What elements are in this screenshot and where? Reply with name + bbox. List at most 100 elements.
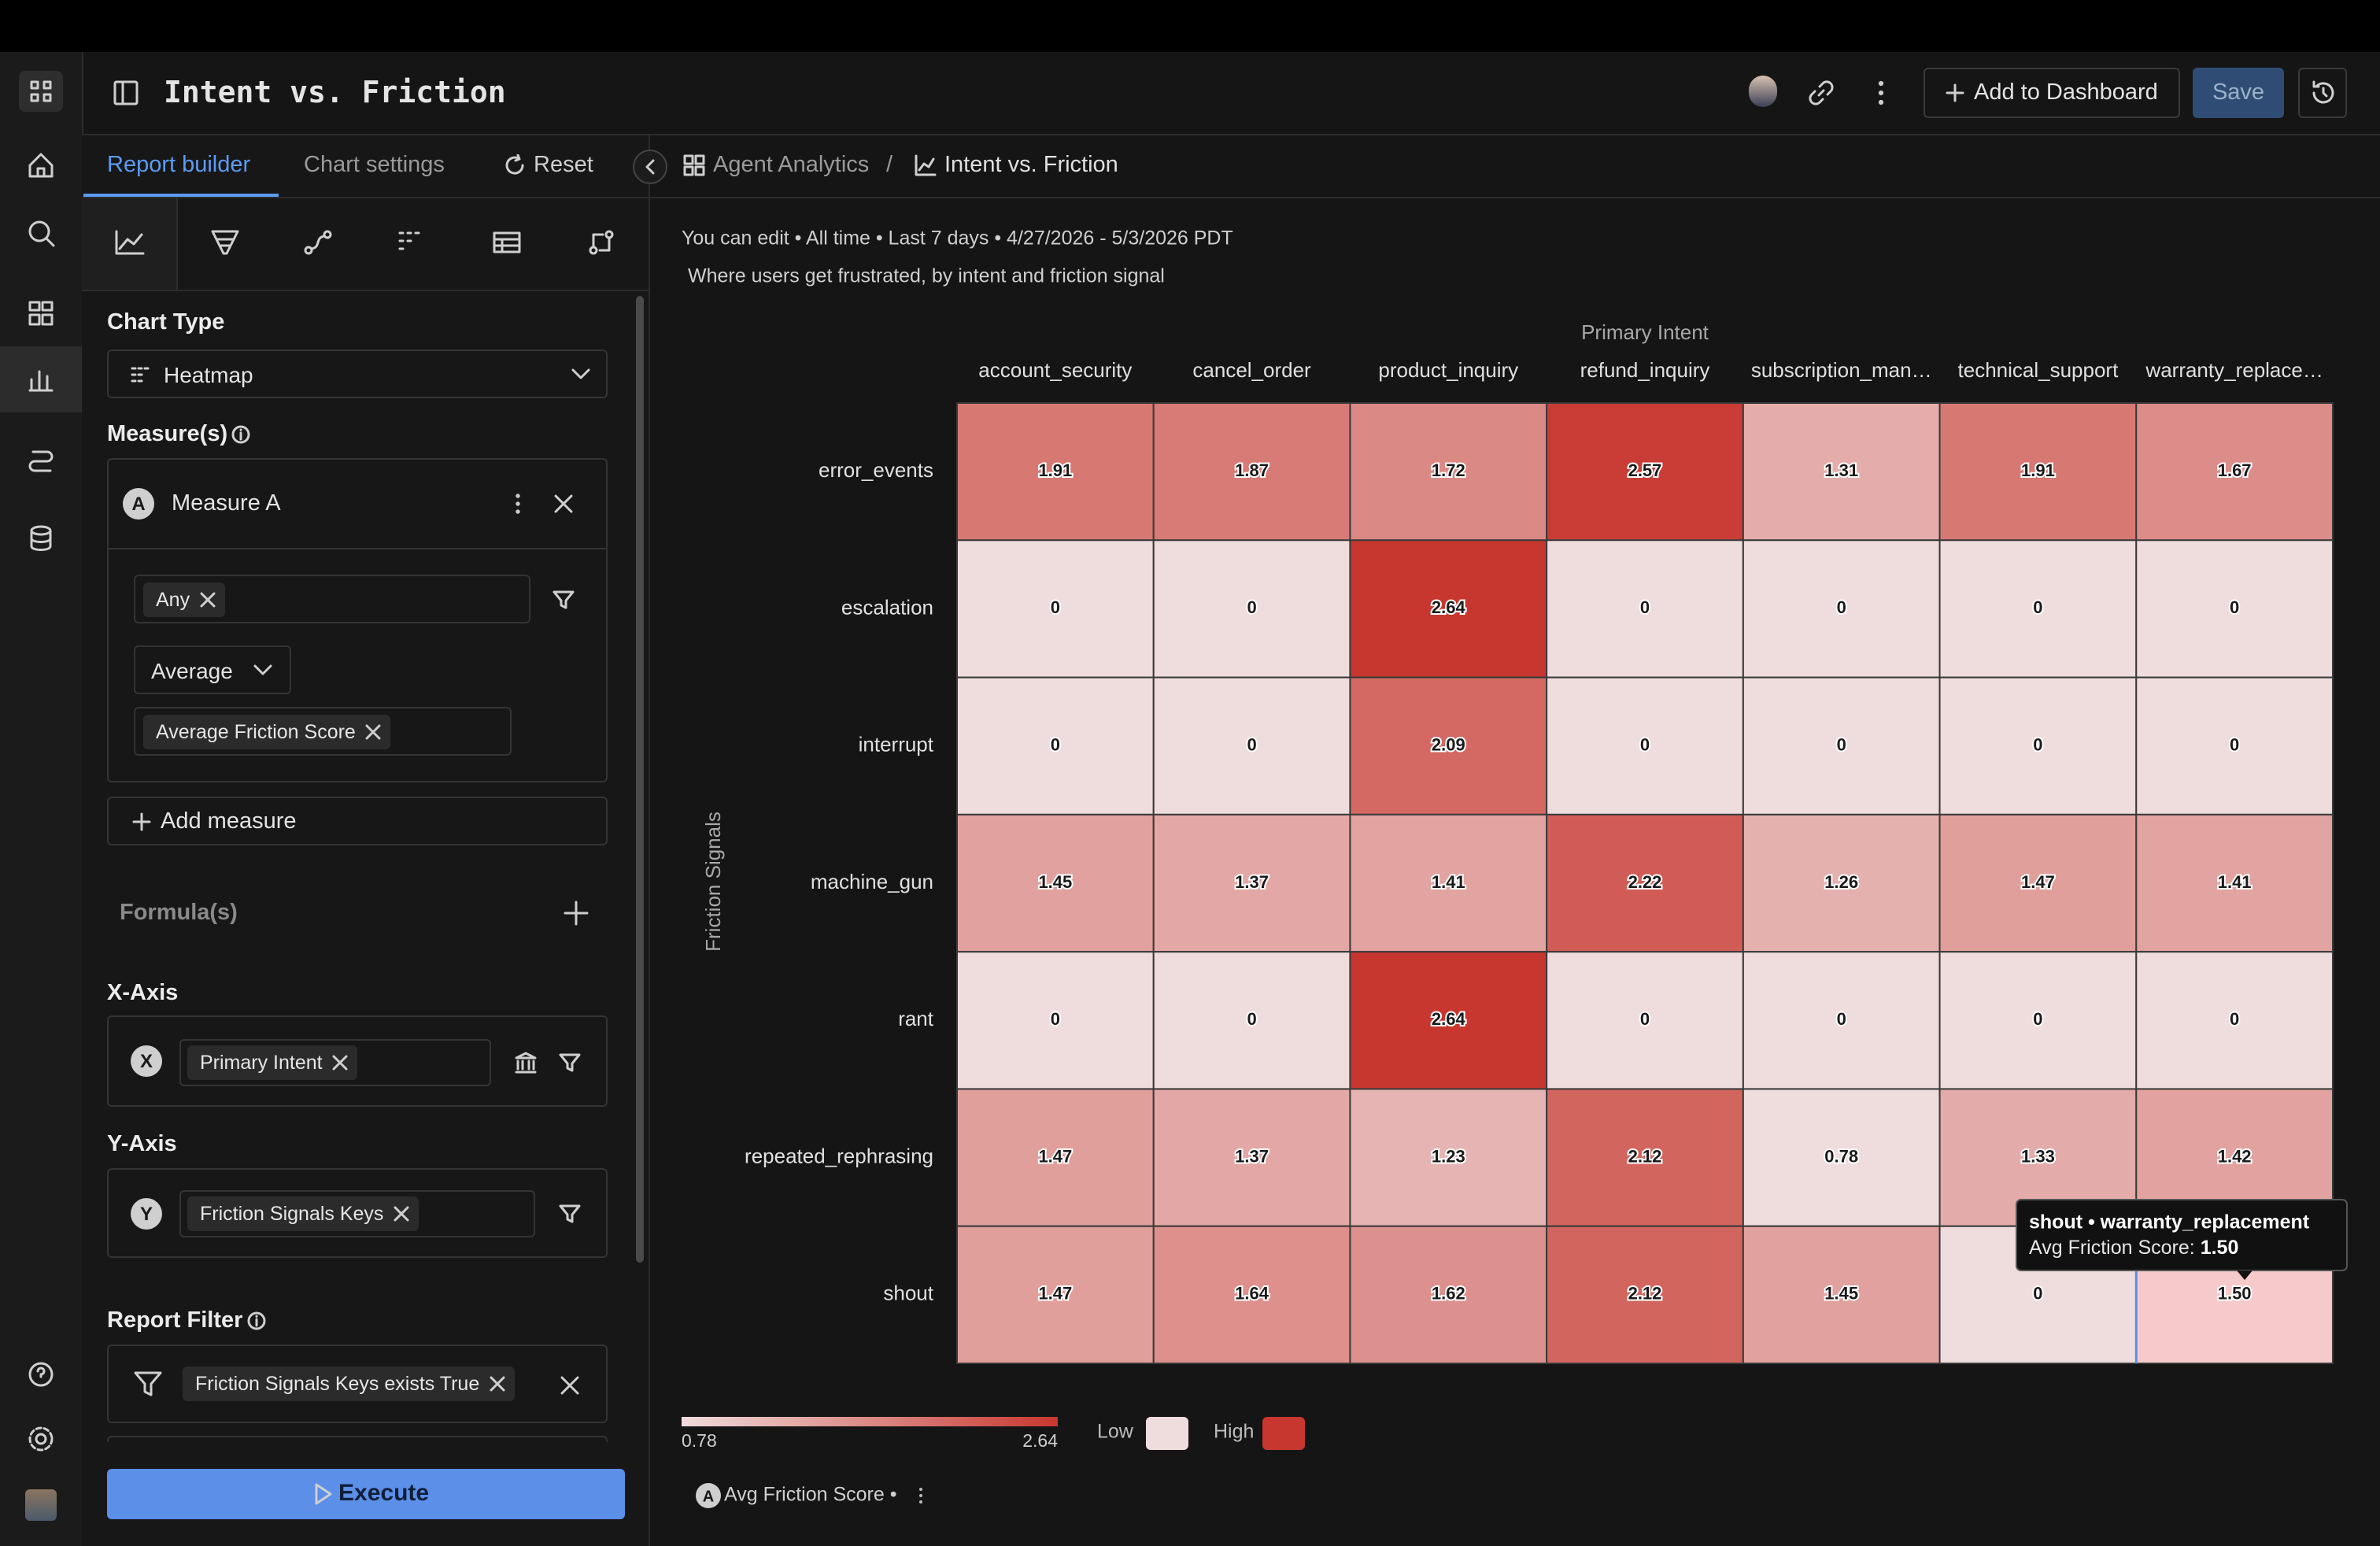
sql-icon[interactable]: [586, 228, 617, 257]
database-icon[interactable]: [27, 524, 55, 553]
chart-type-select[interactable]: Heatmap: [107, 350, 608, 398]
heatmap-cell: [1546, 402, 1744, 542]
field-input[interactable]: Primary Intent: [179, 1039, 491, 1086]
cell-label: 1.72: [1432, 460, 1465, 480]
scrollbar[interactable]: [636, 296, 644, 1263]
chip-remove[interactable]: [365, 724, 381, 740]
history-button[interactable]: [2298, 68, 2347, 118]
y-axis-card: Y Friction Signals Keys: [107, 1168, 608, 1258]
measure-menu[interactable]: [513, 493, 523, 515]
tooltip-label-text: Avg Friction Score:: [2029, 1237, 2195, 1259]
add-measure-button[interactable]: Add measure: [107, 797, 608, 845]
filter-icon[interactable]: [552, 589, 575, 611]
x-axis-title: Primary Intent: [1581, 320, 1709, 344]
chip-remove[interactable]: [489, 1376, 504, 1392]
breadcrumb-parent[interactable]: Agent Analytics: [713, 153, 870, 178]
remove-filter[interactable]: [560, 1376, 579, 1395]
y-tick-label: escalation: [841, 595, 933, 619]
flows-icon[interactable]: [27, 446, 55, 474]
add-formula[interactable]: [564, 901, 589, 926]
search-icon[interactable]: [27, 219, 55, 247]
cell-label: 2.12: [1628, 1284, 1662, 1304]
more-icon[interactable]: [1873, 79, 1889, 107]
user-avatar[interactable]: [25, 1489, 57, 1521]
reports-icon[interactable]: [27, 365, 55, 394]
path-icon[interactable]: [302, 228, 334, 257]
x-tick-label: technical_support: [1958, 358, 2119, 382]
reset-icon[interactable]: [504, 154, 526, 176]
heatmap-cell: [1742, 539, 1941, 679]
play-icon: [315, 1483, 332, 1505]
field-input[interactable]: Friction Signals Keys: [179, 1190, 535, 1237]
apps-icon[interactable]: [28, 79, 54, 104]
home-icon[interactable]: [27, 151, 55, 179]
x-axis-card: X Primary Intent: [107, 1015, 608, 1107]
owner-avatar: [1749, 76, 1777, 107]
cell-label: 2.57: [1628, 460, 1662, 480]
sidebar-toggle[interactable]: [112, 79, 140, 107]
execute-button[interactable]: Execute: [107, 1469, 625, 1519]
settings-icon[interactable]: [27, 1425, 55, 1453]
aggregation-select[interactable]: Average: [134, 645, 291, 694]
heatmap-small-icon: [131, 367, 150, 383]
cell-label: 2.64: [1432, 1009, 1466, 1029]
heatmap-cell: [1152, 539, 1351, 679]
app-menu[interactable]: [19, 71, 63, 112]
y-tick-label: interrupt: [859, 733, 934, 756]
chip-label: Primary Intent: [200, 1052, 323, 1074]
cell-label: 1.47: [2021, 872, 2055, 892]
heatmap-cell: [1152, 1088, 1351, 1227]
cell-label: 1.37: [1235, 872, 1269, 892]
heatmap-cell: [956, 1225, 1155, 1364]
chip-remove[interactable]: [332, 1055, 348, 1071]
info-icon[interactable]: [231, 425, 250, 444]
x-tick-label: product_inquiry: [1378, 358, 1518, 382]
section-label: Formula(s): [120, 901, 238, 926]
field-input[interactable]: Average Friction Score: [134, 707, 512, 756]
history-icon: [2312, 80, 2334, 104]
collapse-button[interactable]: [633, 150, 667, 184]
info-icon[interactable]: [247, 1311, 266, 1330]
button-label: Execute: [338, 1480, 430, 1507]
heatmap-icon[interactable]: [395, 228, 427, 257]
breadcrumb-current: Intent vs. Friction: [944, 153, 1118, 178]
line-chart-small-icon: [915, 154, 937, 176]
help-icon[interactable]: [27, 1360, 55, 1389]
measure-name[interactable]: Measure A: [172, 491, 281, 516]
chip-remove[interactable]: [393, 1206, 408, 1222]
table-icon[interactable]: [491, 228, 523, 257]
tab[interactable]: Chart settings: [304, 153, 445, 178]
dashboards-icon[interactable]: [27, 299, 55, 327]
heatmap-cell: [1938, 813, 2138, 953]
tab-active[interactable]: Report builder: [107, 153, 251, 178]
chart-subtitle: You can edit • All time • Last 7 days • …: [682, 227, 1233, 250]
filter-input[interactable]: Any: [134, 575, 530, 623]
heatmap-cell: [1546, 539, 1744, 679]
cell-label: 1.33: [2021, 1146, 2055, 1166]
line-chart-icon[interactable]: [113, 228, 145, 257]
add-to-dashboard-button[interactable]: Add to Dashboard: [1924, 68, 2180, 118]
section-label: Y-Axis: [107, 1132, 177, 1157]
heatmap-cell: [1546, 813, 1744, 953]
chip-remove[interactable]: [199, 592, 215, 608]
funnel-icon[interactable]: [209, 228, 241, 257]
cell-label: 0: [2230, 597, 2239, 617]
button-label: Save: [2212, 80, 2265, 105]
heatmap-chart: You can edit • All time • Last 7 days • …: [682, 227, 2348, 1508]
heatmap-cell: [956, 402, 1155, 542]
save-button[interactable]: Save: [2193, 68, 2284, 118]
plus-icon: [132, 812, 151, 831]
remove-measure[interactable]: [554, 494, 573, 513]
chip: Friction Signals Keys: [187, 1196, 419, 1231]
link-icon[interactable]: [1807, 79, 1835, 107]
cell-label: 2.12: [1628, 1146, 1662, 1166]
filter-icon[interactable]: [559, 1052, 581, 1074]
hierarchy-icon[interactable]: [515, 1052, 537, 1074]
reset-button[interactable]: Reset: [534, 153, 593, 178]
cell-label: 0.78: [1824, 1146, 1858, 1166]
filter-icon[interactable]: [559, 1203, 581, 1225]
heatmap-cell: [1742, 813, 1941, 953]
cell-label: 1.47: [1038, 1146, 1072, 1166]
heatmap-cell: [1349, 402, 1548, 542]
y-axis-title: Friction Signals: [701, 812, 725, 952]
